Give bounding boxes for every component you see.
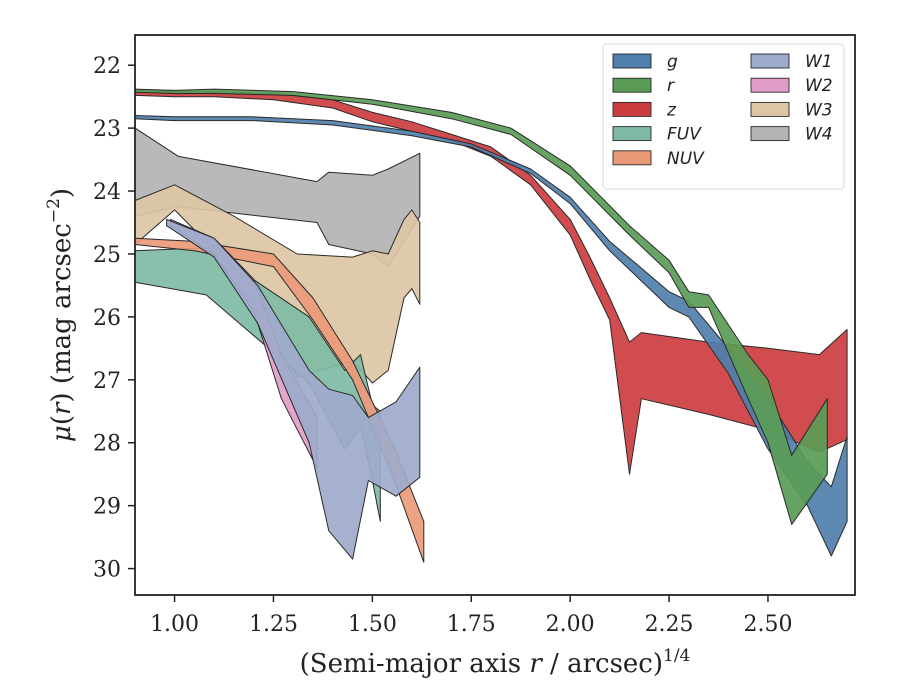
plot-frame	[134, 34, 856, 596]
legend-label-z: z	[666, 100, 677, 120]
band-g	[134, 115, 848, 557]
legend-label-nuv: NUV	[667, 149, 705, 169]
x-tick-label: 2.00	[546, 612, 595, 637]
x-axis-title: (Semi-major axis r / arcsec)1/4	[300, 646, 691, 679]
legend-swatch-w3	[750, 101, 790, 117]
x-tick-label: 1.00	[150, 612, 199, 637]
legend-swatch-w2	[750, 77, 790, 93]
x-tick-label: 2.25	[645, 612, 694, 637]
series-areas	[134, 88, 848, 563]
y-tick-label: 27	[93, 369, 121, 394]
legend-label-w4: W4	[805, 125, 833, 145]
y-tick-label: 24	[93, 180, 121, 205]
x-axis-ticks: 1.00 1.25 1.50 1.75 2.00 2.25 2.50	[150, 595, 792, 637]
y-tick-label: 28	[93, 432, 121, 457]
legend: grz FUV NUV W1 W2 W3 W4	[602, 43, 845, 190]
y-axis-title: μ(r) (mag arcsec−2)	[44, 188, 77, 442]
y-tick-label: 22	[93, 54, 121, 79]
legend-label-r: r	[667, 76, 675, 96]
y-tick-label: 23	[93, 117, 121, 142]
legend-swatch-r	[612, 77, 652, 93]
legend-swatch-z	[612, 101, 652, 117]
legend-swatch-g	[612, 53, 652, 69]
y-tick-label: 30	[93, 558, 121, 583]
legend-swatch-w4	[750, 126, 790, 142]
legend-swatch-nuv	[612, 150, 652, 166]
band-w1	[166, 218, 421, 560]
legend-label-w2: W2	[805, 76, 833, 96]
y-tick-label: 29	[93, 495, 121, 520]
legend-label-fuv: FUV	[667, 125, 702, 145]
legend-swatch-w1	[750, 53, 790, 69]
legend-label-g: g	[667, 52, 678, 72]
legend-label-w1: W1	[805, 52, 833, 72]
x-tick-label: 1.50	[348, 612, 397, 637]
x-tick-label: 1.75	[447, 612, 496, 637]
legend-swatch-fuv	[612, 126, 652, 142]
band-r	[134, 88, 828, 525]
x-tick-label: 1.25	[249, 612, 298, 637]
legend-label-w3: W3	[805, 100, 833, 120]
y-tick-label: 25	[93, 243, 121, 268]
y-tick-label: 26	[93, 306, 121, 331]
x-tick-label: 2.50	[743, 612, 792, 637]
y-axis-ticks: 22 23 24 25 26 27 28 29 30	[93, 54, 135, 583]
